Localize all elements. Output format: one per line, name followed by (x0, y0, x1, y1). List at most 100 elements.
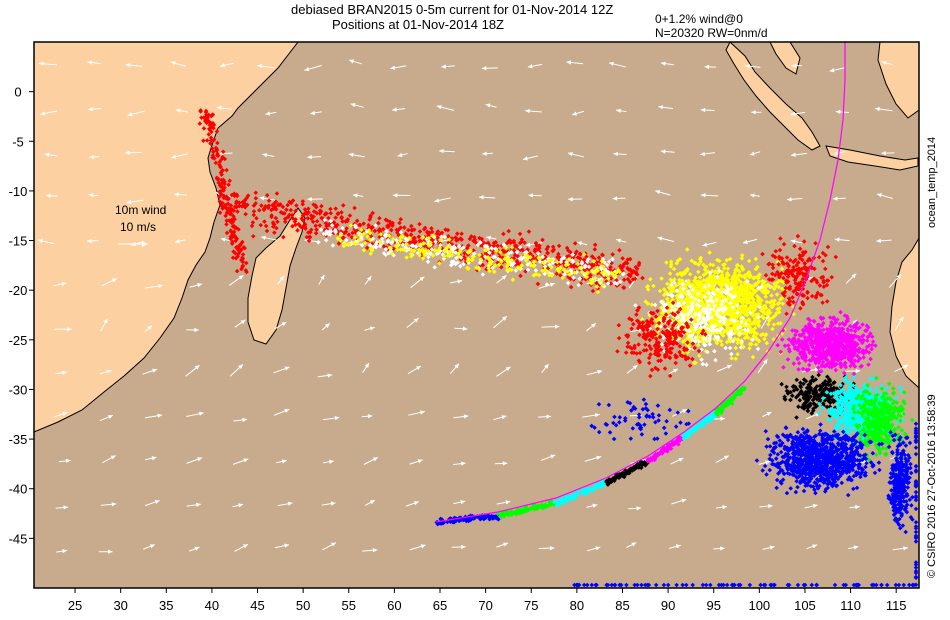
java-landmass (825, 145, 919, 171)
particle (234, 268, 240, 274)
particle (269, 207, 274, 213)
wind-arrow (626, 364, 638, 374)
particle (398, 216, 403, 222)
particle (575, 255, 581, 260)
wind-arrow (715, 504, 728, 510)
particle (634, 266, 640, 272)
particle (458, 236, 463, 241)
wind-arrow (38, 61, 57, 66)
wind-arrow (321, 323, 331, 331)
wind-arrow (100, 318, 108, 332)
wind-arrow (628, 506, 642, 511)
wind-arrow (436, 104, 455, 111)
wind-arrow (88, 193, 99, 198)
particle (313, 223, 318, 229)
particle (343, 229, 349, 235)
wind-arrow (277, 275, 285, 285)
wind-arrow (233, 417, 248, 423)
wind-arrow (274, 321, 287, 330)
wind-arrow (362, 362, 370, 373)
wind-arrow (787, 197, 803, 202)
wind-arrow (874, 106, 893, 112)
particle (485, 240, 491, 246)
wind-arrow (451, 544, 466, 550)
wind-arrow (307, 197, 323, 202)
wind-arrow (392, 107, 406, 112)
wind-arrow (405, 501, 419, 507)
particle (293, 208, 298, 214)
wind-arrow (127, 110, 145, 117)
wind-arrow (56, 548, 68, 554)
wind-arrow (566, 60, 584, 65)
wind-arrow (749, 193, 760, 198)
wind-arrow (363, 456, 379, 465)
particle (293, 222, 298, 227)
wind-arrow (616, 238, 627, 243)
wind-arrow (482, 151, 494, 156)
wind-arrow (669, 544, 681, 549)
wind-arrow (125, 150, 142, 155)
particle (244, 269, 249, 275)
wind-arrow (660, 61, 674, 66)
wind-arrow (229, 364, 244, 377)
wind-arrow (586, 369, 603, 376)
particle (240, 263, 246, 269)
particle (333, 215, 338, 220)
wind-arrow (616, 108, 627, 113)
particle (413, 239, 418, 244)
wind-arrow (577, 241, 588, 246)
wind-arrow (584, 455, 602, 462)
particle (259, 203, 264, 208)
wind-arrow (845, 368, 861, 374)
wind-arrow (892, 546, 908, 551)
particle (390, 222, 395, 227)
particle (571, 263, 577, 269)
australia-landmass (889, 236, 920, 390)
wind-arrow (660, 149, 675, 154)
particle (429, 229, 435, 235)
wind-arrow (322, 542, 337, 551)
particle (499, 264, 504, 270)
particle (461, 255, 467, 260)
particle (535, 281, 541, 287)
particle (273, 215, 279, 221)
wind-arrow (310, 110, 322, 116)
particle (204, 120, 209, 126)
particle (305, 216, 311, 221)
particle (606, 259, 612, 265)
wind-arrow (538, 414, 552, 419)
wind-arrow (44, 152, 58, 157)
particle (621, 277, 627, 282)
wind-arrow (538, 546, 555, 551)
wind-arrow (493, 415, 507, 421)
particle (454, 255, 459, 261)
wind-arrow (189, 283, 203, 288)
particle (352, 205, 357, 211)
particle (417, 229, 423, 234)
wind-arrow (522, 155, 539, 161)
wind-arrow (98, 549, 113, 554)
wind-arrow (702, 241, 717, 247)
wind-arrow (188, 546, 200, 552)
wind-arrow (362, 548, 378, 553)
wind-arrow (888, 273, 902, 288)
wind-arrow (541, 324, 560, 329)
wind-arrow (494, 461, 508, 466)
sumatra-landmass (725, 41, 821, 151)
particle (608, 264, 613, 270)
wind-arrow (608, 61, 626, 68)
wind-arrow (704, 64, 717, 70)
particle (565, 280, 571, 286)
wind-arrow (449, 363, 460, 374)
wind-arrow (348, 152, 365, 158)
wind-arrow (397, 152, 408, 158)
wind-arrow (894, 316, 904, 332)
wind-arrow (751, 110, 762, 115)
particle (490, 250, 495, 256)
wind-arrow (234, 543, 249, 552)
wind-arrow (881, 150, 895, 156)
particle (514, 258, 520, 264)
particle (589, 254, 595, 259)
particle (296, 222, 302, 227)
wind-arrow (478, 195, 496, 200)
